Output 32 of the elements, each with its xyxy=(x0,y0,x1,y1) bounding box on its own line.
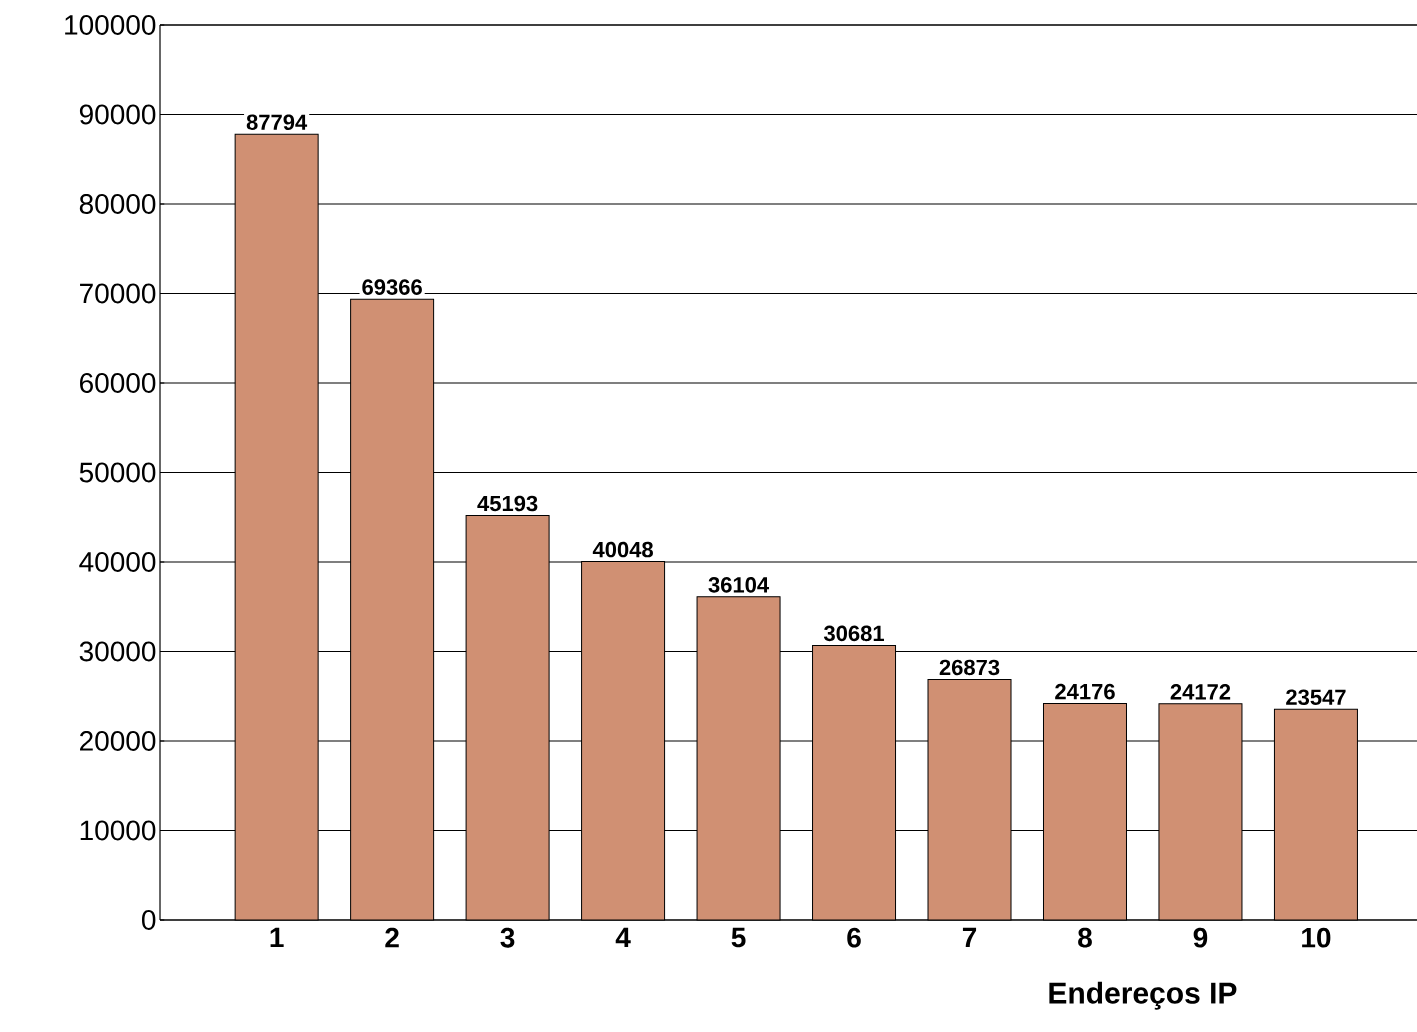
y-tick-label: 20000 xyxy=(80,731,156,751)
x-tick-label: 2 xyxy=(385,927,399,948)
data-label: 23547 xyxy=(1286,689,1346,706)
x-tick-label: 4 xyxy=(615,927,631,948)
data-label: 24176 xyxy=(1055,683,1115,700)
data-label: 40048 xyxy=(592,541,653,558)
x-tick-label: 3 xyxy=(500,927,515,948)
x-tick-label: 10 xyxy=(1302,927,1331,948)
x-tick-label: 8 xyxy=(1078,927,1092,948)
data-label: 87794 xyxy=(246,114,308,131)
data-label: 45193 xyxy=(477,495,538,512)
x-tick-label: 5 xyxy=(731,927,746,948)
x-tick-label: 6 xyxy=(847,927,861,948)
y-tick-label: 40000 xyxy=(79,552,156,572)
x-axis-title: Endereços IP xyxy=(1049,981,1237,1010)
y-tick-label: 50000 xyxy=(79,462,156,483)
data-label: 69366 xyxy=(362,279,422,295)
y-tick-label: 30000 xyxy=(79,641,156,662)
y-tick-label: 80000 xyxy=(79,194,156,214)
x-tick-label: 9 xyxy=(1193,927,1208,948)
y-tick-label: 90000 xyxy=(79,104,156,125)
data-label: 26873 xyxy=(939,659,1000,676)
x-tick-label: 7 xyxy=(962,927,977,948)
y-tick-label: 100000 xyxy=(65,15,156,35)
y-tick-label: 10000 xyxy=(80,820,156,841)
data-label: 36104 xyxy=(708,577,770,593)
y-tick-label: 0 xyxy=(142,910,156,930)
y-tick-label: 60000 xyxy=(80,373,156,393)
y-tick-label: 70000 xyxy=(80,283,156,304)
data-label: 30681 xyxy=(823,625,884,642)
x-tick-label: 1 xyxy=(270,927,284,948)
data-label: 24172 xyxy=(1170,684,1231,700)
